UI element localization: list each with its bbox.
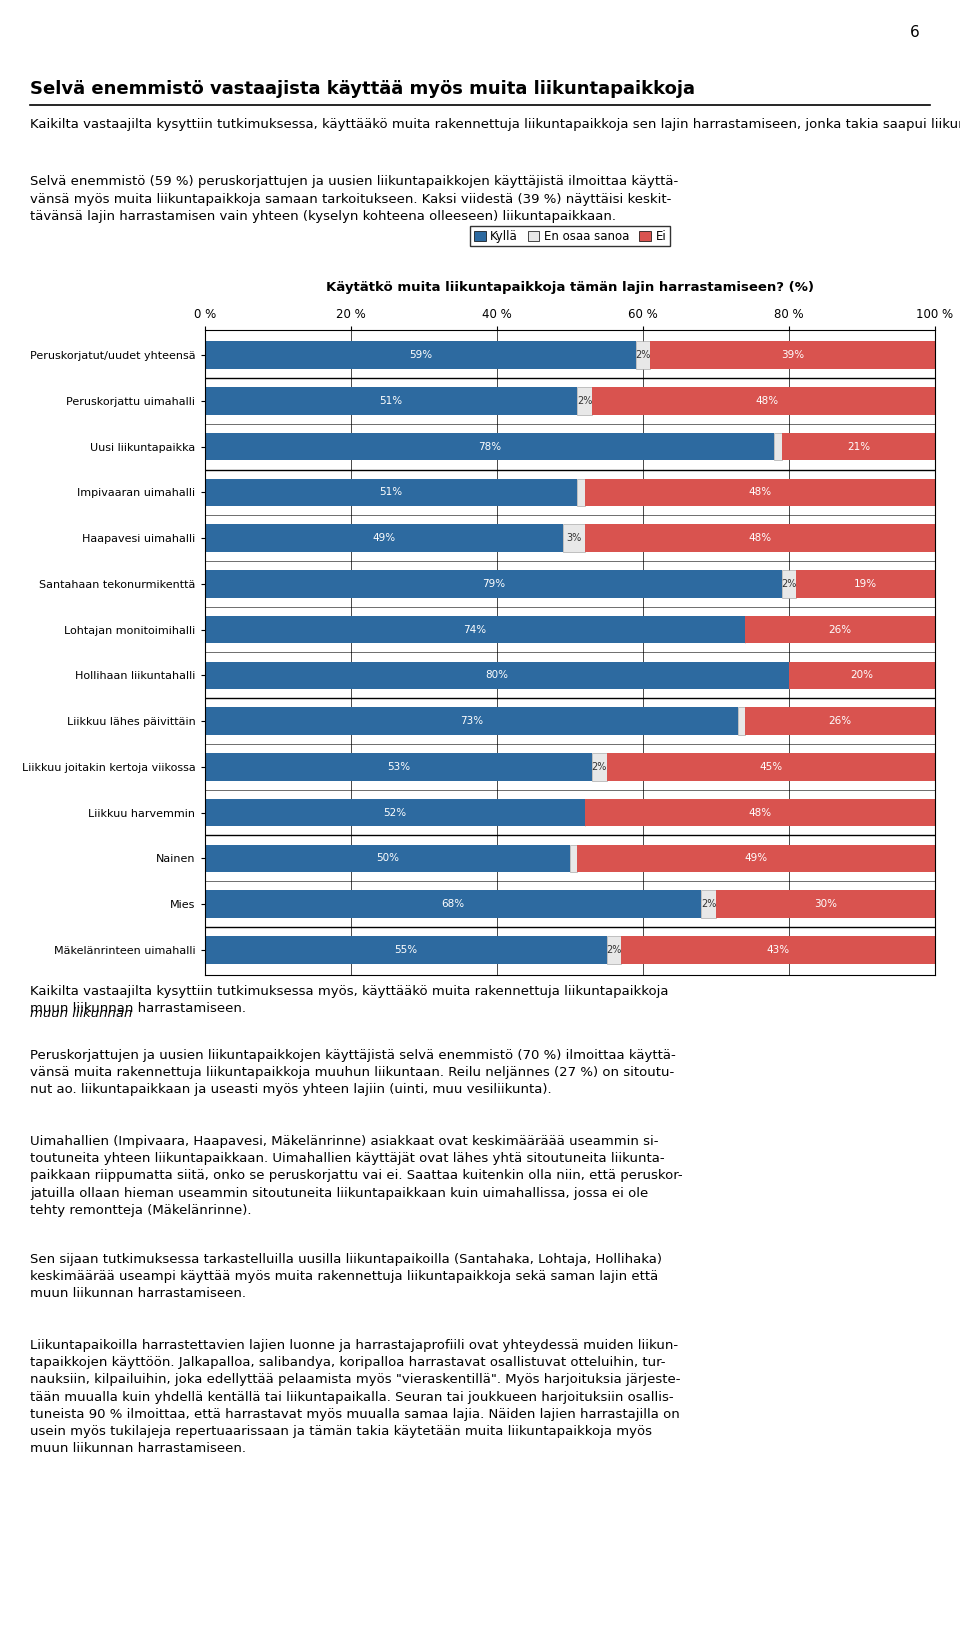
Text: Sen sijaan tutkimuksessa tarkastelluilla uusilla liikuntapaikoilla (Santahaka, L: Sen sijaan tutkimuksessa tarkastelluilla… [30, 1252, 662, 1300]
Title: Käytätkö muita liikuntapaikkoja tämän lajin harrastamiseen? (%): Käytätkö muita liikuntapaikkoja tämän la… [326, 281, 814, 294]
Text: 2%: 2% [606, 945, 621, 955]
Bar [205, 754, 592, 780]
Bar [205, 616, 745, 643]
Text: 20%: 20% [851, 670, 874, 680]
Text: Peruskorjattujen ja uusien liikuntapaikkojen käyttäjistä selvä enemmistö (70 %) : Peruskorjattujen ja uusien liikuntapaikk… [30, 1050, 676, 1097]
Bar [789, 662, 935, 688]
Text: Selvä enemmistö vastaajista käyttää myös muita liikuntapaikkoja: Selvä enemmistö vastaajista käyttää myös… [30, 80, 695, 98]
Bar [577, 479, 585, 507]
Bar [577, 387, 592, 415]
Bar [205, 433, 775, 461]
Text: 78%: 78% [478, 441, 501, 451]
Bar [205, 845, 570, 871]
Text: 2%: 2% [636, 350, 651, 360]
Bar [716, 891, 935, 917]
Text: 80%: 80% [486, 670, 509, 680]
Bar [781, 571, 796, 598]
Text: 50%: 50% [376, 853, 399, 863]
Bar [636, 342, 650, 370]
Text: 6: 6 [910, 25, 920, 39]
Text: 2%: 2% [577, 396, 592, 405]
Text: 49%: 49% [372, 533, 396, 543]
Text: 2%: 2% [591, 762, 607, 772]
Text: 2%: 2% [701, 899, 716, 909]
Text: 48%: 48% [748, 808, 772, 818]
Text: Selvä enemmistö (59 %) peruskorjattujen ja uusien liikuntapaikkojen käyttäjistä : Selvä enemmistö (59 %) peruskorjattujen … [30, 175, 679, 222]
Text: 51%: 51% [379, 396, 402, 405]
Bar [745, 616, 935, 643]
Bar [205, 937, 607, 963]
Text: 68%: 68% [442, 899, 465, 909]
Text: 2%: 2% [781, 579, 797, 589]
Bar [205, 387, 577, 415]
Text: 48%: 48% [756, 396, 779, 405]
Bar [650, 342, 935, 370]
Text: 43%: 43% [766, 945, 790, 955]
Text: Uimahallien (Impivaara, Haapavesi, Mäkelänrinne) asiakkaat ovat keskimääräää use: Uimahallien (Impivaara, Haapavesi, Mäkel… [30, 1135, 683, 1216]
Legend: Kyllä, En osaa sanoa, Ei: Kyllä, En osaa sanoa, Ei [470, 226, 670, 247]
Text: 26%: 26% [828, 625, 852, 634]
Bar [607, 937, 621, 963]
Text: 79%: 79% [482, 579, 505, 589]
Bar [205, 479, 577, 507]
Text: 74%: 74% [464, 625, 487, 634]
Text: muun liikunnan: muun liikunnan [30, 1007, 132, 1020]
Bar [205, 800, 585, 826]
Text: Liikuntapaikoilla harrastettavien lajien luonne ja harrastajaprofiili ovat yhtey: Liikuntapaikoilla harrastettavien lajien… [30, 1339, 681, 1455]
Bar [702, 891, 716, 917]
Bar [621, 937, 935, 963]
Text: 48%: 48% [748, 487, 772, 497]
Bar [570, 845, 577, 871]
Bar [205, 662, 789, 688]
Text: 48%: 48% [748, 533, 772, 543]
Text: 53%: 53% [387, 762, 410, 772]
Bar [781, 433, 935, 461]
Bar [607, 754, 935, 780]
Text: 49%: 49% [745, 853, 768, 863]
Bar [205, 891, 702, 917]
Text: Kaikilta vastaajilta kysyttiin tutkimuksessa myös, käyttääkö muita rakennettuja : Kaikilta vastaajilta kysyttiin tutkimuks… [30, 984, 668, 1015]
Bar [205, 708, 738, 734]
Bar [585, 525, 935, 553]
Text: 26%: 26% [828, 716, 852, 726]
Bar [738, 708, 745, 734]
Text: 59%: 59% [409, 350, 432, 360]
Text: 45%: 45% [759, 762, 782, 772]
Bar [775, 433, 781, 461]
Bar [205, 525, 563, 553]
Text: 21%: 21% [847, 441, 870, 451]
Bar [585, 479, 935, 507]
Text: Kaikilta vastaajilta kysyttiin tutkimuksessa, käyttääkö muita rakennettuja liiku: Kaikilta vastaajilta kysyttiin tutkimuks… [30, 118, 960, 131]
Text: 39%: 39% [781, 350, 804, 360]
Bar [577, 845, 935, 871]
Text: 30%: 30% [814, 899, 837, 909]
Text: 55%: 55% [395, 945, 418, 955]
Text: 19%: 19% [854, 579, 877, 589]
Text: 51%: 51% [379, 487, 402, 497]
Text: 73%: 73% [460, 716, 483, 726]
Bar [563, 525, 585, 553]
Text: 3%: 3% [566, 533, 581, 543]
Bar [205, 342, 636, 370]
Bar [745, 708, 935, 734]
Bar [205, 571, 781, 598]
Bar [592, 754, 607, 780]
Text: 52%: 52% [383, 808, 406, 818]
Bar [592, 387, 943, 415]
Bar [796, 571, 935, 598]
Bar [585, 800, 935, 826]
